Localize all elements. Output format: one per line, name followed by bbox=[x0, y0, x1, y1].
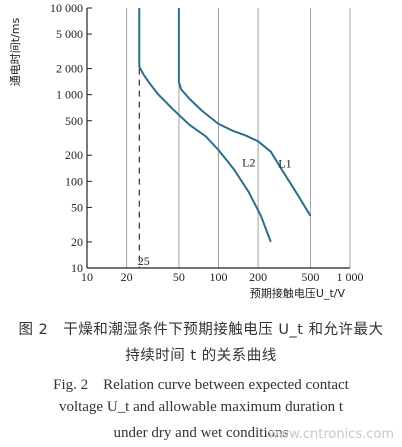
chart-annotations: L1 L2 25 dashed line at x = 25 bbox=[138, 4, 292, 268]
series-l2-curve bbox=[138, 8, 272, 243]
x-tick-label: 200 bbox=[249, 270, 267, 284]
y-tick-labels: 10 20 50 100 200 500 1 000 2 000 5 000 10 000 bbox=[50, 1, 83, 275]
y-tick-label: 50 bbox=[71, 200, 83, 214]
annotation-25: 25 bbox=[138, 254, 150, 268]
y-tick-label: 100 bbox=[65, 174, 83, 188]
chart: 10 20 50 100 200 500 1 000 10 20 50 100 200 500 1 00… bbox=[9, 1, 364, 300]
x-tick-label: 10 bbox=[81, 270, 93, 284]
y-tick-label: 200 bbox=[65, 148, 83, 162]
y-tick-label: 2 000 bbox=[56, 62, 83, 76]
dashed-reference-note: dashed line at x = 25 bbox=[139, 4, 150, 7]
y-tick-label: 500 bbox=[65, 114, 83, 128]
caption-en-line1: Fig. 2 Relation curve between expected c… bbox=[53, 377, 349, 393]
chart-grid bbox=[87, 7, 351, 269]
annotation-l2: L2 bbox=[242, 155, 255, 169]
chart-series bbox=[138, 8, 312, 243]
annotation-l1: L1 bbox=[278, 157, 291, 171]
y-tick-label: 10 bbox=[71, 261, 83, 275]
chart-axes bbox=[86, 8, 350, 269]
x-tick-label: 500 bbox=[301, 270, 319, 284]
caption-en-line2: voltage U_t and allowable maximum durati… bbox=[58, 399, 344, 415]
y-tick-label: 10 000 bbox=[50, 1, 83, 15]
caption-zh-line1: 图 2 干燥和潮湿条件下预期接触电压 U_t 和允许最大 bbox=[18, 322, 384, 338]
series-l1-curve bbox=[177, 8, 312, 217]
x-tick-label: 50 bbox=[173, 270, 185, 284]
caption-zh-line2: 持续时间 t 的关系曲线 bbox=[125, 348, 277, 364]
x-tick-labels: 10 20 50 100 200 500 1 000 bbox=[81, 270, 364, 284]
x-tick-label: 100 bbox=[210, 270, 228, 284]
watermark: www.cntronics.com bbox=[268, 427, 395, 442]
x-tick-label: 20 bbox=[121, 270, 133, 284]
y-tick-label: 1 000 bbox=[56, 88, 83, 102]
caption-en-line3: under dry and wet conditions bbox=[113, 425, 289, 441]
x-tick-label: 1 000 bbox=[337, 270, 364, 284]
y-axis-label: 通电时间t/ms bbox=[9, 18, 22, 87]
y-tick-label: 20 bbox=[71, 235, 83, 249]
x-axis-label: 预期接触电压U_t/V bbox=[250, 286, 346, 300]
y-tick-label: 5 000 bbox=[56, 27, 83, 41]
